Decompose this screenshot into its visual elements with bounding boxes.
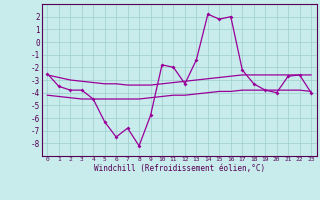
X-axis label: Windchill (Refroidissement éolien,°C): Windchill (Refroidissement éolien,°C) — [94, 164, 265, 173]
